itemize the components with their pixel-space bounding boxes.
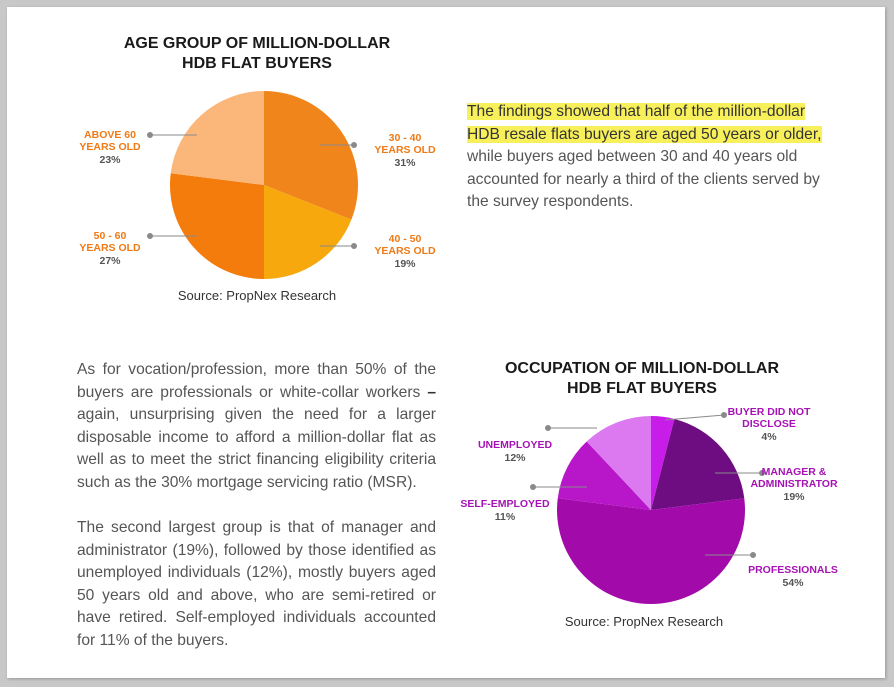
occupation-slice-buyer-did-not-disclose [651, 416, 675, 510]
highlighted-finding: The findings showed that half of the mil… [467, 103, 822, 143]
second-group-paragraph: The second largest group is that of mana… [77, 519, 436, 649]
age-pct-50-60-years-old: 27% [99, 255, 121, 267]
occupation-leader-dot [530, 484, 536, 490]
age-pct-40-50-years-old: 19% [394, 258, 416, 270]
occupation-chart-title: OCCUPATION OF MILLION-DOLLAR HDB FLAT BU… [504, 360, 780, 397]
age-label-40-50-years-old: 40 - 50 YEARS OLD [374, 233, 436, 257]
occupation-label-professionals: PROFESSIONALS [748, 564, 838, 576]
age-label-50-60-years-old: 50 - 60 YEARS OLD [79, 230, 141, 254]
age-pct-above-60-years-old: 23% [99, 154, 121, 166]
occupation-chart-source: Source: PropNex Research [564, 614, 724, 629]
occupation-leader-dot [721, 412, 727, 418]
age-chart-source: Source: PropNex Research [177, 288, 337, 303]
findings-rest: while buyers aged between 30 and 40 year… [467, 148, 820, 210]
age-leader-dot [147, 233, 153, 239]
age-slice-30-40-years-old [264, 91, 358, 220]
age-label-above-60-years-old: ABOVE 60 YEARS OLD [79, 129, 141, 153]
occupation-pct-self-employed: 11% [495, 511, 516, 523]
occupation-leader-line [664, 414, 725, 421]
occupation-pct-manager-and-administrator: 19% [783, 491, 805, 503]
infographic-card: AGE GROUP OF MILLION-DOLLAR HDB FLAT BUY… [7, 7, 885, 678]
age-leader-dot [147, 132, 153, 138]
age-slice-40-50-years-old [264, 185, 352, 279]
occupation-pct-buyer-did-not-disclose: 4% [761, 431, 777, 443]
occupation-label-buyer-did-not-disclose: BUYER DID NOT DISCLOSE [728, 406, 811, 430]
occupation-pct-professionals: 54% [782, 577, 804, 589]
occupation-slice-manager-and-administrator [651, 418, 745, 510]
age-slice-above-60-years-old [170, 91, 264, 185]
vocation-paragraph: As for vocation/profession, more than 50… [77, 359, 436, 494]
age-leader-dot [351, 243, 357, 249]
occupation-leader-dot [750, 552, 756, 558]
age-slice-50-60-years-old [169, 173, 264, 279]
findings-paragraph: The findings showed that half of the mil… [467, 101, 827, 214]
occupation-leader-dot [545, 425, 551, 431]
age-chart-title: AGE GROUP OF MILLION-DOLLAR HDB FLAT BUY… [123, 35, 391, 72]
occupation-label-manager-and-administrator: MANAGER & ADMINISTRATOR [750, 466, 838, 490]
occupation-label-unemployed: UNEMPLOYED [478, 439, 553, 451]
age-pct-30-40-years-old: 31% [394, 157, 416, 169]
occupation-label-self-employed: SELF-EMPLOYED [460, 498, 550, 510]
age-leader-dot [351, 142, 357, 148]
vocation-dash: – [427, 383, 436, 401]
vocation-text-rest: again, unsurprising given the need for a… [77, 406, 436, 491]
occupation-slice-professionals [557, 498, 745, 604]
age-label-30-40-years-old: 30 - 40 YEARS OLD [374, 132, 436, 156]
occupation-slice-self-employed [557, 441, 651, 510]
occupation-slice-unemployed [586, 416, 651, 510]
occupation-leader-dot [759, 470, 765, 476]
vocation-text: As for vocation/profession, more than 50… [77, 361, 436, 401]
occupation-pct-unemployed: 12% [504, 452, 526, 464]
